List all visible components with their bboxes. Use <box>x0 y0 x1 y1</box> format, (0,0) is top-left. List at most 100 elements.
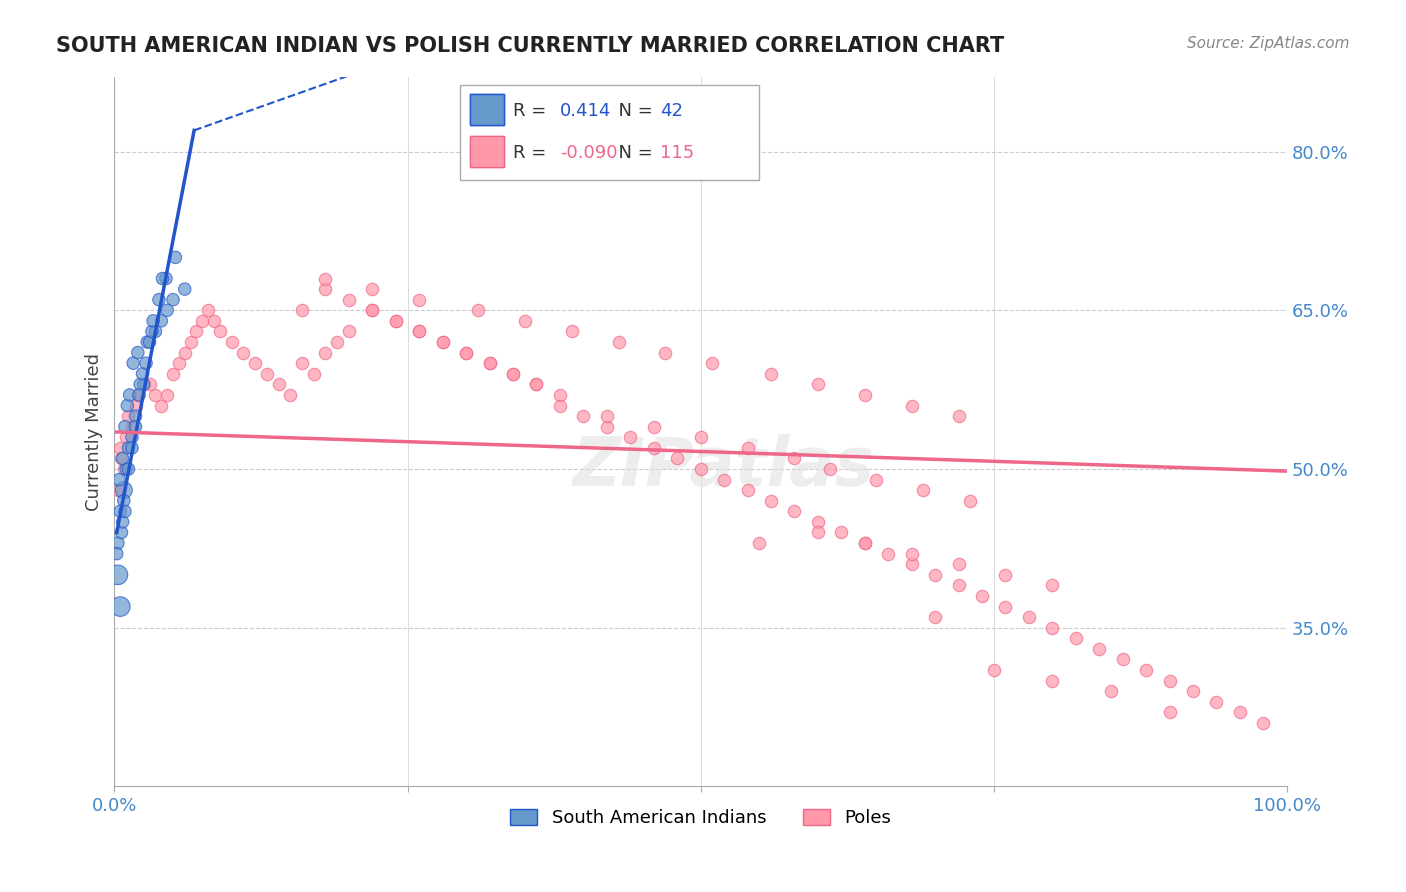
Point <box>970 589 993 603</box>
Point <box>232 345 254 359</box>
Point <box>326 334 349 349</box>
Point <box>124 419 146 434</box>
Point <box>924 567 946 582</box>
Point <box>408 325 430 339</box>
Point <box>131 367 153 381</box>
Point <box>619 430 641 444</box>
Point <box>128 388 150 402</box>
Text: R =: R = <box>513 145 553 162</box>
Point <box>1159 706 1181 720</box>
Point <box>167 356 190 370</box>
Point <box>1135 663 1157 677</box>
Point <box>302 367 325 381</box>
Point <box>607 334 630 349</box>
Point <box>121 441 143 455</box>
Point <box>110 599 132 614</box>
Point <box>118 388 141 402</box>
Point <box>361 303 384 318</box>
Point <box>117 462 139 476</box>
Point <box>666 451 689 466</box>
Text: 0.414: 0.414 <box>560 102 612 120</box>
Point <box>314 345 336 359</box>
Point <box>596 409 619 423</box>
Point <box>807 525 830 540</box>
Point <box>1112 652 1135 666</box>
Point <box>385 314 408 328</box>
Point <box>502 367 524 381</box>
Point <box>689 430 711 444</box>
Point <box>1182 684 1205 698</box>
Point <box>191 314 214 328</box>
Point <box>478 356 501 370</box>
Point <box>900 558 922 572</box>
Text: N =: N = <box>607 102 658 120</box>
Point <box>643 441 665 455</box>
Point <box>115 462 138 476</box>
Point <box>1064 632 1087 646</box>
Point <box>156 303 179 318</box>
Point <box>115 430 138 444</box>
Point <box>132 377 155 392</box>
Point <box>1088 641 1111 656</box>
Point <box>1253 716 1275 731</box>
Point <box>994 599 1017 614</box>
Point <box>1099 684 1122 698</box>
Point <box>561 325 583 339</box>
Point <box>596 419 619 434</box>
Point <box>983 663 1005 677</box>
Point <box>783 451 806 466</box>
Point <box>643 419 665 434</box>
Point <box>948 558 970 572</box>
Point <box>267 377 290 392</box>
Point <box>135 356 157 370</box>
Point <box>807 377 830 392</box>
Point <box>221 334 243 349</box>
Point <box>132 377 155 392</box>
Point <box>853 388 876 402</box>
Point <box>127 388 149 402</box>
Point <box>243 356 266 370</box>
Point <box>1205 695 1227 709</box>
Point <box>900 547 922 561</box>
Point <box>111 451 134 466</box>
Point <box>107 483 129 498</box>
Point <box>783 504 806 518</box>
Point <box>314 282 336 296</box>
Point <box>156 388 179 402</box>
Point <box>150 399 173 413</box>
Point <box>173 282 195 296</box>
Point <box>337 325 360 339</box>
Point <box>408 293 430 307</box>
Point <box>748 536 770 550</box>
Point <box>138 334 160 349</box>
Point <box>853 536 876 550</box>
Point <box>713 473 735 487</box>
Point <box>180 334 202 349</box>
Point <box>145 325 167 339</box>
Y-axis label: Currently Married: Currently Married <box>86 353 103 511</box>
Point <box>105 547 128 561</box>
Point <box>142 314 165 328</box>
Point <box>689 462 711 476</box>
Point <box>337 293 360 307</box>
Point <box>467 303 489 318</box>
Point <box>256 367 278 381</box>
Point <box>513 314 536 328</box>
Point <box>112 483 135 498</box>
Point <box>818 462 841 476</box>
Text: N =: N = <box>607 145 658 162</box>
Point <box>136 334 159 349</box>
Point <box>702 356 724 370</box>
Point <box>110 525 132 540</box>
Point <box>759 493 782 508</box>
Point <box>548 388 571 402</box>
Point <box>432 334 454 349</box>
Point <box>948 578 970 592</box>
Point <box>1040 673 1063 688</box>
Point <box>526 377 548 392</box>
Point <box>912 483 935 498</box>
Point <box>145 388 167 402</box>
Point <box>148 293 170 307</box>
Point <box>877 547 900 561</box>
Point <box>548 399 571 413</box>
